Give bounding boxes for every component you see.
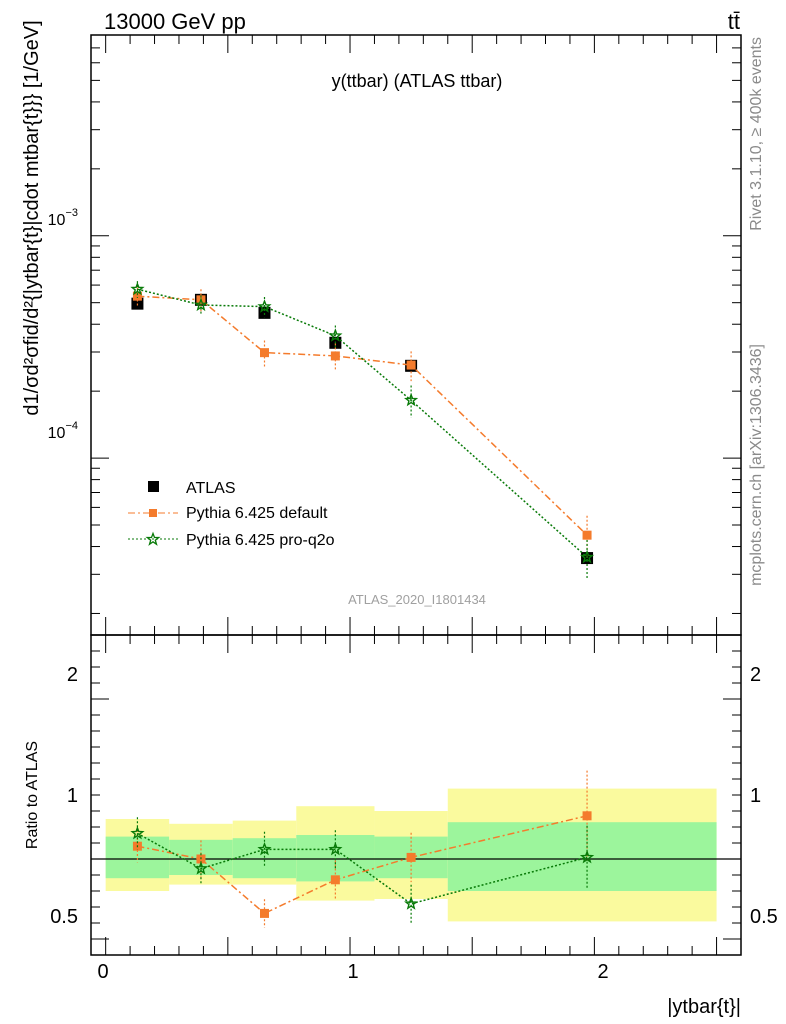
ratio-point [406,852,416,862]
series-pythia-proq2o [130,281,595,579]
data-point [582,530,592,540]
series-atlas [131,293,594,565]
data-point [132,291,142,301]
ratio-point [259,908,269,918]
ratio-y-tick-label-right-0.5: 0.5 [750,906,778,928]
ratio-y-tick-label-right-2: 2 [750,664,761,686]
legend-marker-pythia-default [149,509,157,517]
analysis-id: ATLAS_2020_I1801434 [348,592,486,607]
ratio-point [193,861,209,875]
ratio-panel [91,634,741,956]
x-tick-label-0: 0 [97,961,108,983]
ratio-y-tick-label-1: 1 [67,785,78,807]
ratio-panel-frame [90,634,742,956]
ratio-y-tick-label-0.5: 0.5 [50,906,78,928]
ratio-point [130,825,145,840]
ratio-y-axis-label: Ratio to ATLAS [24,741,41,849]
main-y-tick-label-1e-3: 10−3 [48,207,78,229]
ratio-bands [105,788,717,922]
data-point [330,351,340,361]
data-point [579,549,595,564]
legend-label-pythia-default: Pythia 6.425 default [186,505,328,522]
rivet-version: Rivet 3.1.10, ≥ 400k events [748,37,765,231]
data-point [130,281,145,296]
ratio-point [330,875,340,885]
ratio-series-line [137,815,588,915]
series-line [137,295,588,536]
main-panel [91,34,741,635]
ratio-point [404,896,419,910]
main-y-tick-label-1e-4: 10−4 [48,420,78,442]
data-point [257,299,272,313]
x-axis-label: |ytbar{t}| [667,996,741,1018]
data-point [259,348,269,358]
legend-label-pythia-proq2o: Pythia 6.425 pro-q2o [186,532,335,549]
legend-label-atlas: ATLAS [186,480,236,497]
legend: ATLAS Pythia 6.425 default Pythia 6.425 … [128,480,335,549]
data-point [328,328,343,342]
legend-marker-pythia-proq2o [145,531,161,546]
series-line [137,288,588,558]
source-label: mcplots.cern.ch [arXiv:1306.3436] [748,344,765,586]
ratio-series-line [137,832,588,905]
x-tick-label-1: 1 [347,961,358,983]
ratio-y-tick-label-2: 2 [67,664,78,686]
data-point [193,297,209,312]
ratio-series-pythia-proq2o [130,817,595,923]
ratio-point [257,841,272,856]
plot-title: y(ttbar) (ATLAS ttbar) [332,71,503,91]
energy-label: 13000 GeV pp [104,9,246,34]
ratio-point [328,841,343,856]
ratio-point [579,849,595,864]
process-label: tt̄ [728,9,740,34]
ratio-point [582,811,592,821]
data-point [406,360,416,370]
data-point [404,392,419,407]
x-tick-label-2: 2 [597,961,608,983]
ratio-y-tick-label-right-1: 1 [750,785,761,807]
legend-marker-atlas [148,481,159,492]
main-y-axis-label: d1/σd²σfid/d²{|ytbar{t}|cdot mtbar{t}}} … [21,20,43,415]
